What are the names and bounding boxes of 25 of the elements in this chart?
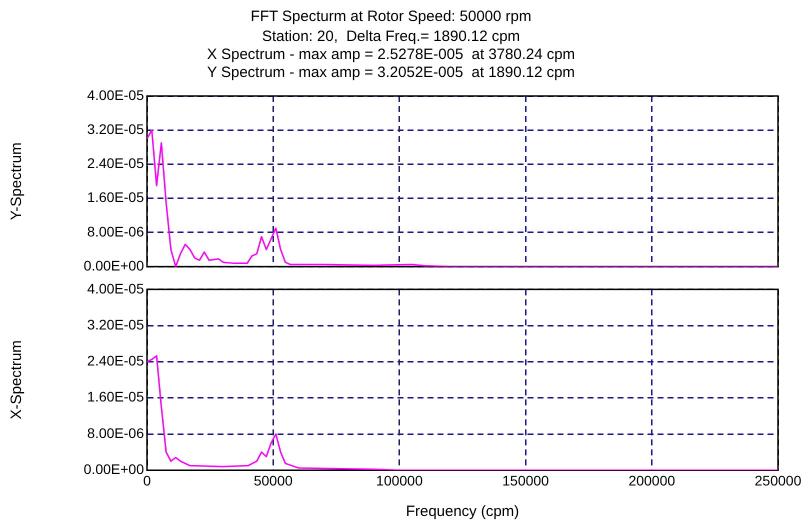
y-tick-label: 0.00E+00 bbox=[84, 257, 144, 274]
y-tick-label: 4.00E-05 bbox=[87, 280, 144, 296]
y-tick-label: 0.00E+00 bbox=[84, 461, 144, 478]
y-tick-label: 3.20E-05 bbox=[87, 316, 144, 332]
y-tick-label: 1.60E-05 bbox=[87, 189, 144, 206]
y-tick-label: 8.00E-06 bbox=[87, 223, 144, 240]
text: X Spectrum - max amp = 2.5278E-005 at 3780.24 cpm bbox=[206, 46, 576, 64]
x-axis-title: Frequency (cpm) bbox=[406, 503, 520, 520]
chart-subtitle: Station: 20, Delta Freq.= 1890.12 cpm bbox=[262, 28, 520, 46]
y-tick-label: 3.20E-05 bbox=[87, 120, 144, 137]
y-axis-title: X-Spectrum bbox=[8, 340, 26, 420]
x-tick-label: 150000 bbox=[502, 472, 550, 488]
chart-title: FFT Specturm at Rotor Speed: 50000 rpm bbox=[250, 8, 532, 26]
text: Y Spectrum - max amp = 3.2052E-005 at 1890.12 cpm bbox=[207, 64, 575, 82]
x-tick-label: 100000 bbox=[376, 472, 423, 488]
y-axis-title: Y-Spectrum bbox=[8, 142, 26, 220]
x-tick-label: 0 bbox=[143, 472, 152, 488]
x-tick-label: 50000 bbox=[254, 472, 293, 488]
x-tick-label: 250000 bbox=[754, 472, 802, 488]
x-tick-label: 200000 bbox=[628, 472, 676, 488]
y-tick-label: 2.40E-05 bbox=[87, 352, 144, 369]
y-tick-label: 1.60E-05 bbox=[87, 388, 144, 405]
y-tick-label: 4.00E-05 bbox=[87, 86, 144, 103]
y-tick-label: 2.40E-05 bbox=[87, 155, 144, 172]
y-tick-label: 8.00E-06 bbox=[87, 424, 144, 441]
